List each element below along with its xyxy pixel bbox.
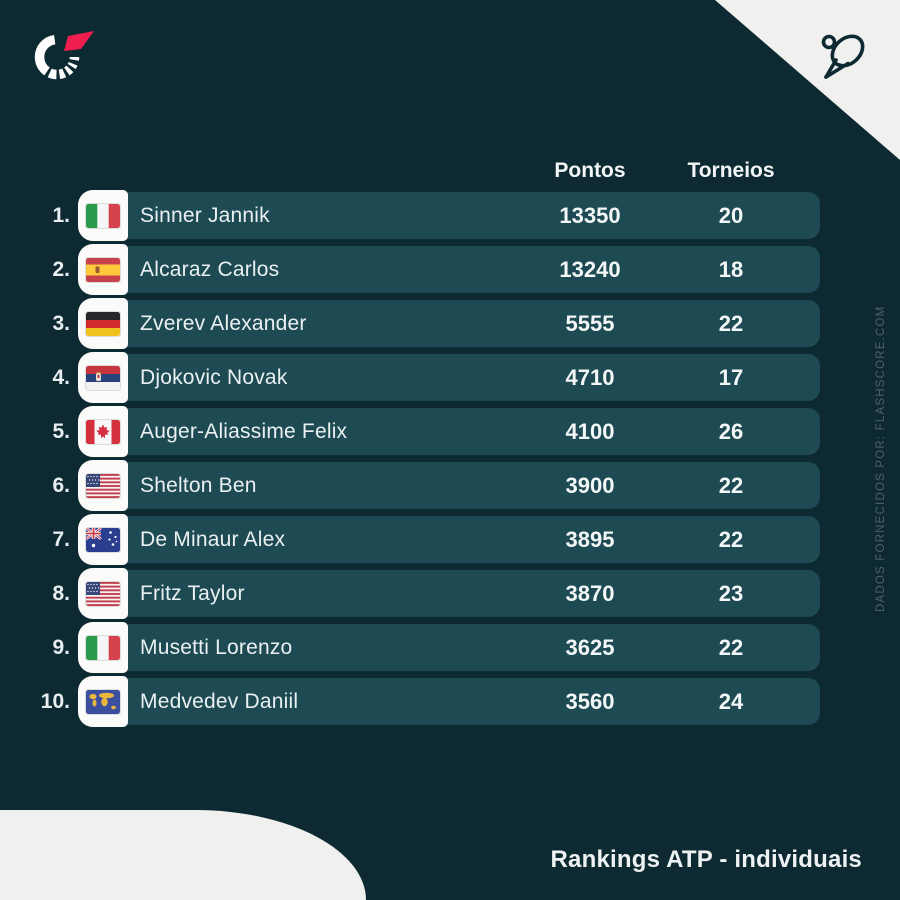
player-name: Shelton Ben: [140, 474, 257, 497]
row-bar: Musetti Lorenzo 3625 22: [122, 624, 820, 671]
tournaments-value: 20: [718, 203, 744, 228]
australia-flag-icon: [86, 527, 120, 552]
usa-flag-icon: [86, 473, 120, 498]
rank-label: 6.: [52, 474, 70, 497]
rank-label: 9.: [52, 636, 70, 659]
tournaments-value: 18: [718, 257, 744, 282]
rankings-table-rows: 1. Sinner Jannik 13350 20 2. Alcaraz Car…: [0, 190, 900, 732]
table-row: 9. Musetti Lorenzo 3625 22: [0, 622, 900, 673]
white-corner-bottom-left: [0, 810, 366, 900]
row-bar: Djokovic Novak 4710 17: [122, 354, 820, 401]
points-value: 3895: [565, 527, 615, 552]
player-name: Zverev Alexander: [140, 312, 307, 335]
world-flag-icon: [86, 689, 120, 714]
tournaments-value: 22: [718, 635, 744, 660]
table-row: 3. Zverev Alexander 5555 22: [0, 298, 900, 349]
spain-flag-icon: [86, 257, 120, 282]
italy-flag-icon: [86, 203, 120, 228]
row-bar: Sinner Jannik 13350 20: [122, 192, 820, 239]
flag-box: [78, 676, 128, 727]
table-row: 7. De Minaur Alex 3895 22: [0, 514, 900, 565]
points-value: 3900: [565, 473, 615, 498]
flag-box: [78, 298, 128, 349]
tennis-racket-icon: [821, 34, 865, 79]
italy-flag-icon: [86, 635, 120, 660]
serbia-flag-icon: [86, 365, 120, 390]
rank-label: 2.: [52, 258, 70, 281]
flag-box: [78, 244, 128, 295]
player-name: Medvedev Daniil: [140, 690, 299, 713]
flag-box: [78, 190, 128, 241]
page-title: Rankings ATP - individuais: [550, 846, 862, 873]
flag-box: [78, 460, 128, 511]
flag-box: [78, 514, 128, 565]
column-headers: Pontos Torneios: [0, 156, 900, 186]
points-value: 5555: [565, 311, 615, 336]
row-bar: Fritz Taylor 3870 23: [122, 570, 820, 617]
table-row: 8. Fritz Taylor 3870 23: [0, 568, 900, 619]
row-bar: Medvedev Daniil 3560 24: [122, 678, 820, 725]
table-row: 2. Alcaraz Carlos 13240 18: [0, 244, 900, 295]
player-name: Fritz Taylor: [140, 582, 245, 605]
table-row: 1. Sinner Jannik 13350 20: [0, 190, 900, 241]
rank-label: 7.: [52, 528, 70, 551]
row-bar: Shelton Ben 3900 22: [122, 462, 820, 509]
rank-label: 10.: [40, 690, 70, 713]
points-value: 3625: [565, 635, 615, 660]
points-value: 4100: [565, 419, 615, 444]
rank-label: 3.: [52, 312, 70, 335]
canada-flag-icon: [86, 419, 120, 444]
points-value: 4710: [565, 365, 615, 390]
points-column-header: Pontos: [554, 159, 626, 182]
flag-box: [78, 568, 128, 619]
germany-flag-icon: [86, 311, 120, 336]
player-name: Musetti Lorenzo: [140, 636, 293, 659]
table-row: 4. Djokovic Novak 4710 17: [0, 352, 900, 403]
rank-label: 4.: [52, 366, 70, 389]
player-name: Djokovic Novak: [140, 366, 288, 389]
player-name: Sinner Jannik: [140, 204, 270, 227]
table-row: 10. Medvedev Daniil 3560 24: [0, 676, 900, 727]
tournaments-value: 26: [718, 419, 744, 444]
tournaments-column-header: Torneios: [687, 159, 775, 182]
row-bar: De Minaur Alex 3895 22: [122, 516, 820, 563]
tournaments-value: 23: [718, 581, 744, 606]
tournaments-value: 24: [718, 689, 744, 714]
rank-label: 8.: [52, 582, 70, 605]
points-value: 3560: [565, 689, 615, 714]
usa-flag-icon: [86, 581, 120, 606]
player-name: De Minaur Alex: [140, 528, 286, 551]
player-name: Auger-Aliassime Felix: [140, 420, 348, 443]
flag-box: [78, 406, 128, 457]
rank-label: 5.: [52, 420, 70, 443]
row-bar: Alcaraz Carlos 13240 18: [122, 246, 820, 293]
row-bar: Auger-Aliassime Felix 4100 26: [122, 408, 820, 455]
table-row: 5. Auger-Aliassime Felix 4100 26: [0, 406, 900, 457]
tournaments-value: 17: [718, 365, 744, 390]
tournaments-value: 22: [718, 527, 744, 552]
tournaments-value: 22: [718, 311, 744, 336]
player-name: Alcaraz Carlos: [140, 258, 280, 281]
points-value: 13350: [559, 203, 621, 228]
flashscore-logo-icon: [34, 31, 94, 80]
flag-box: [78, 622, 128, 673]
points-value: 3870: [565, 581, 615, 606]
flag-box: [78, 352, 128, 403]
rank-label: 1.: [52, 204, 70, 227]
points-value: 13240: [559, 257, 621, 282]
table-row: 6. Shelton Ben 3900 22: [0, 460, 900, 511]
tournaments-value: 22: [718, 473, 744, 498]
row-bar: Zverev Alexander 5555 22: [122, 300, 820, 347]
